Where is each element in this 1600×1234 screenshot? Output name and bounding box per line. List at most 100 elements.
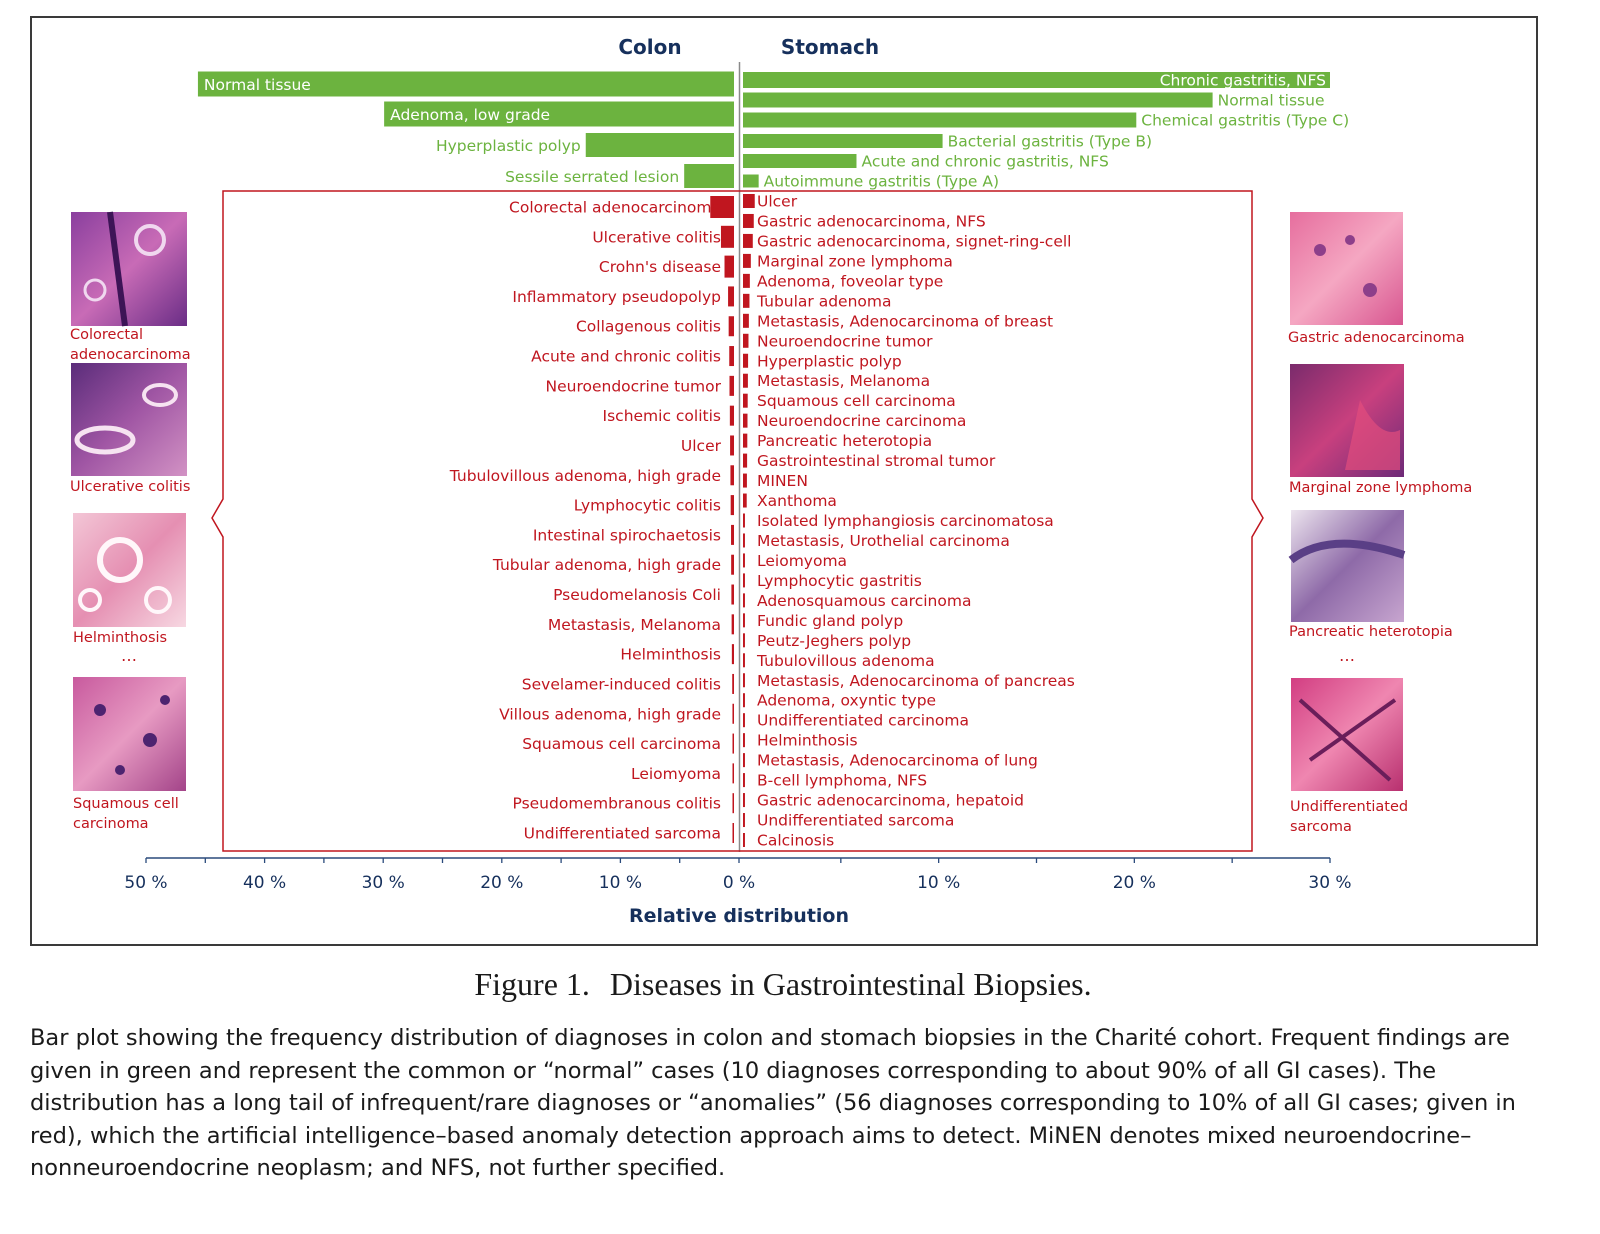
stomach-label-gastric-adenocarcinoma-signet-ring-cell: Gastric adenocarcinoma, signet-ring-cell	[757, 232, 1071, 250]
stomach-bar-lymphocytic-gastritis	[743, 573, 745, 588]
stomach-bar-undifferentiated-carcinoma	[743, 713, 745, 728]
colon-label-tubular-adenoma-high-grade: Tubular adenoma, high grade	[492, 556, 721, 574]
stomach-label-neuroendocrine-carcinoma: Neuroendocrine carcinoma	[757, 412, 966, 430]
stomach-label-metastasis-urothelial-carcinoma: Metastasis, Urothelial carcinoma	[757, 532, 1010, 550]
thumb-right-4	[1291, 678, 1403, 791]
colon-label-tubulovillous-adenoma-high-grade: Tubulovillous adenoma, high grade	[449, 467, 721, 485]
colon-label-metastasis-melanoma: Metastasis, Melanoma	[548, 616, 721, 634]
stomach-label-minen: MINEN	[757, 472, 808, 490]
stomach-bar-adenoma-oxyntic-type	[743, 693, 745, 708]
stomach-bar-pancreatic-heterotopia	[743, 433, 748, 448]
x-axis-label: Relative distribution	[629, 905, 849, 927]
colon-bar-intestinal-spirochaetosis	[731, 524, 734, 545]
stomach-bar-metastasis-adenocarcinoma-of-pancreas	[743, 673, 745, 688]
rare-bracket	[211, 190, 1264, 852]
colon-bar-helminthosis	[731, 644, 734, 665]
colon-bar-leiomyoma	[732, 763, 734, 784]
colon-bar-ulcerative-colitis	[720, 225, 734, 248]
stomach-bar-metastasis-adenocarcinoma-of-lung	[743, 753, 745, 768]
x-tick-label-right-20: 20 %	[1113, 873, 1156, 893]
colon-label-intestinal-spirochaetosis: Intestinal spirochaetosis	[533, 526, 721, 544]
colon-label-ulcer: Ulcer	[681, 437, 722, 455]
colon-label-collagenous-colitis: Collagenous colitis	[576, 318, 721, 336]
x-tick-label-left-30: 30 %	[362, 873, 405, 893]
thumb-caption-undifferentiated-sarcoma: Undifferentiated sarcoma	[1290, 799, 1409, 835]
stomach-label-peutz-jeghers-polyp: Peutz-Jeghers polyp	[757, 632, 911, 650]
stomach-bar-neuroendocrine-tumor	[743, 333, 749, 348]
stomach-bar-tubulovillous-adenoma	[743, 653, 745, 668]
stomach-label-chronic-gastritis-nfs: Chronic gastritis, NFS	[1160, 72, 1326, 90]
right-ellipsis: …	[1339, 646, 1355, 665]
thumb-right-1	[1290, 212, 1403, 325]
x-axis-tick-labels: 50 % 40 % 30 % 20 % 10 % 0 % 10 % 20 % 30 %	[124, 873, 1351, 893]
stomach-label-fundic-gland-polyp: Fundic gland polyp	[757, 612, 903, 630]
colon-bar-acute-and-chronic-colitis	[729, 346, 734, 367]
colon-bar-metastasis-melanoma	[731, 614, 734, 635]
figure-caption: Bar plot showing the frequency distribut…	[30, 1025, 1516, 1182]
stomach-bar-autoimmune-gastritis-type-a	[743, 174, 759, 188]
stomach-bar-leiomyoma	[743, 553, 745, 568]
stomach-bars: Chronic gastritis, NFS Normal tissue Chemi…	[743, 72, 1349, 850]
stomach-label-hyperplastic-polyp: Hyperplastic polyp	[757, 352, 902, 370]
thumb-caption-gastric-adenocarcinoma: Gastric adenocarcinoma	[1288, 330, 1465, 346]
colon-label-sevelamer-induced-colitis: Sevelamer-induced colitis	[522, 675, 721, 693]
stomach-bar-helminthosis	[743, 733, 745, 748]
stomach-label-normal-tissue: Normal tissue	[1218, 92, 1325, 110]
x-tick-label-left-50: 50 %	[124, 873, 167, 893]
stomach-bar-xanthoma	[743, 493, 747, 508]
colon-bar-pseudomembranous-colitis	[732, 793, 734, 814]
stomach-label-xanthoma: Xanthoma	[757, 492, 837, 510]
diverging-bar-chart: Colon Stomach Normal tissue Adenoma, low …	[71, 35, 1406, 927]
stomach-bar-metastasis-melanoma	[743, 373, 748, 388]
stomach-label-adenosquamous-carcinoma: Adenosquamous carcinoma	[757, 592, 971, 610]
stomach-label-squamous-cell-carcinoma: Squamous cell carcinoma	[757, 392, 956, 410]
stomach-label-undifferentiated-sarcoma: Undifferentiated sarcoma	[757, 812, 954, 830]
colon-label-villous-adenoma-high-grade: Villous adenoma, high grade	[499, 705, 721, 723]
colon-bar-neuroendocrine-tumor	[729, 375, 734, 396]
colon-bars: Normal tissue Adenoma, low grade Hyperplas…	[197, 71, 735, 843]
stomach-label-pancreatic-heterotopia: Pancreatic heterotopia	[757, 432, 932, 450]
colon-bar-tubular-adenoma-high-grade	[731, 554, 734, 575]
stomach-bar-marginal-zone-lymphoma	[743, 253, 751, 268]
stomach-label-b-cell-lymphoma-nfs: B-cell lymphoma, NFS	[757, 772, 927, 790]
stomach-label-metastasis-adenocarcinoma-of-pancreas: Metastasis, Adenocarcinoma of pancreas	[757, 672, 1075, 690]
stomach-label-tubulovillous-adenoma: Tubulovillous adenoma	[756, 652, 935, 670]
stomach-label-gastric-adenocarcinoma-hepatoid: Gastric adenocarcinoma, hepatoid	[757, 792, 1024, 810]
thumb-caption-pancreatic-heterotopia: Pancreatic heterotopia	[1289, 624, 1453, 640]
stomach-label-acute-and-chronic-gastritis-nfs: Acute and chronic gastritis, NFS	[861, 153, 1108, 171]
stomach-bar-squamous-cell-carcinoma	[743, 393, 748, 408]
thumb-caption-marginal-zone-lymphoma: Marginal zone lymphoma	[1289, 480, 1473, 496]
x-axis-tick-marks	[145, 858, 1331, 863]
thumb-left-4	[73, 677, 186, 791]
thumb-caption-colorectal-adenocarcinoma: Colorectal adenocarcinoma	[70, 327, 191, 363]
panel-title-stomach: Stomach	[781, 35, 879, 59]
stomach-bar-gastric-adenocarcinoma-signet-ring-cell	[743, 233, 753, 248]
stomach-bar-undifferentiated-sarcoma	[743, 813, 745, 828]
colon-bar-villous-adenoma-high-grade	[732, 703, 734, 724]
stomach-bar-gastric-adenocarcinoma-hepatoid	[743, 793, 745, 808]
colon-bar-sessile-serrated-lesion	[684, 164, 734, 188]
stomach-label-isolated-lymphangiosis-carcinomatosa: Isolated lymphangiosis carcinomatosa	[757, 512, 1054, 530]
stomach-label-helminthosis: Helminthosis	[757, 732, 858, 750]
left-ellipsis: …	[121, 646, 137, 665]
colon-bar-pseudomelanosis-coli	[731, 584, 734, 605]
colon-bar-inflammatory-pseudopolyp	[728, 286, 734, 307]
colon-bar-lymphocytic-colitis	[730, 495, 734, 516]
thumb-left-3	[73, 513, 186, 627]
colon-bar-normal-tissue	[197, 71, 735, 97]
colon-label-hyperplastic-polyp: Hyperplastic polyp	[436, 137, 581, 155]
colon-label-acute-and-chronic-colitis: Acute and chronic colitis	[531, 348, 721, 366]
colon-label-pseudomelanosis-coli: Pseudomelanosis Coli	[553, 586, 721, 604]
thumb-left-2	[71, 363, 187, 476]
stomach-label-undifferentiated-carcinoma: Undifferentiated carcinoma	[757, 712, 969, 730]
colon-label-colorectal-adenocarcinoma: Colorectal adenocarcinoma	[509, 199, 721, 217]
stomach-label-gastrointestinal-stromal-tumor: Gastrointestinal stromal tumor	[757, 452, 996, 470]
figure-title: Figure 1. Diseases in Gastrointestinal Bi…	[0, 966, 1566, 1003]
figure-frame	[30, 16, 1538, 946]
stomach-label-autoimmune-gastritis-type-a: Autoimmune gastritis (Type A)	[764, 173, 999, 191]
stomach-bar-gastrointestinal-stromal-tumor	[743, 453, 748, 468]
panel-title-colon: Colon	[618, 35, 681, 59]
colon-bar-tubulovillous-adenoma-high-grade	[730, 465, 734, 486]
stomach-label-adenoma-oxyntic-type: Adenoma, oxyntic type	[757, 692, 936, 710]
x-tick-label-left-20: 20 %	[480, 873, 523, 893]
